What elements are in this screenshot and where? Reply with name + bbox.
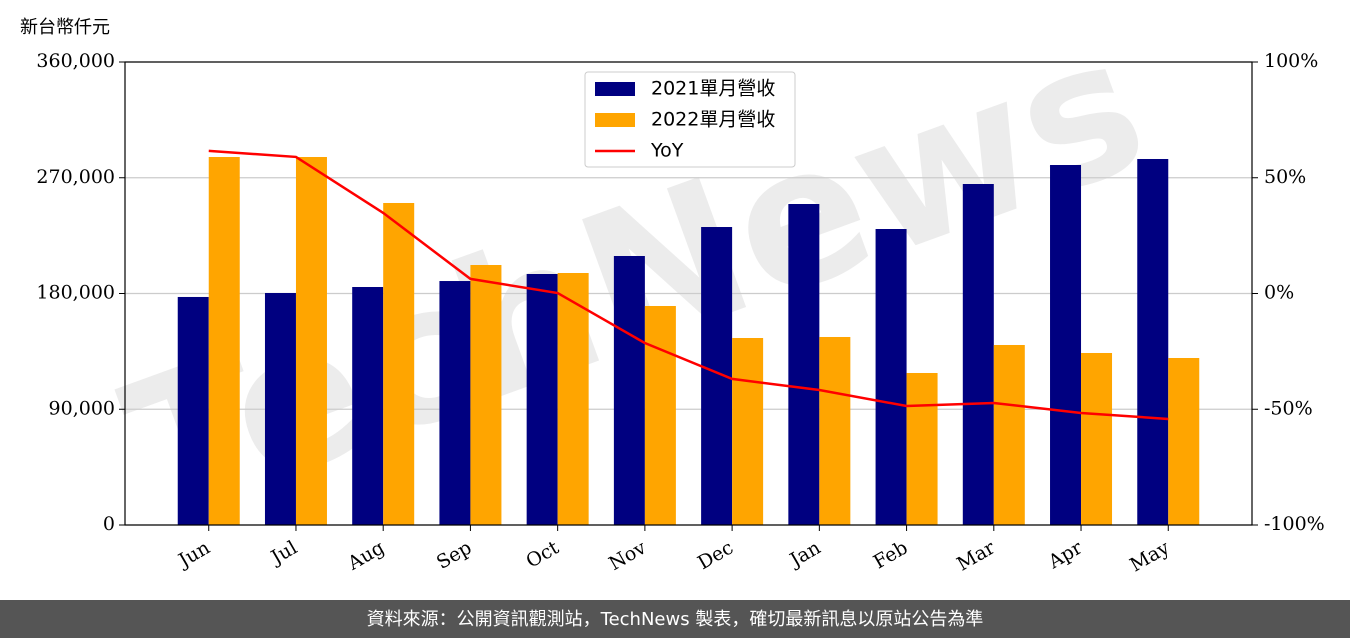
bar	[383, 202, 415, 525]
y-axis-unit: 新台幣仟元	[20, 17, 110, 38]
y2-tick-label: 100%	[1264, 50, 1318, 72]
bar	[1050, 165, 1082, 525]
y-tick-label: 180,000	[36, 282, 115, 304]
bar	[993, 344, 1025, 525]
legend-box	[584, 71, 796, 168]
x-tick-label: Jul	[266, 537, 301, 570]
footer-text: 資料來源：公開資訊觀測站，TechNews 製表，確切最新訊息以原站公告為準	[367, 609, 984, 630]
legend-swatch	[595, 82, 635, 96]
y-tick-label: 0	[103, 513, 115, 535]
bar	[875, 229, 907, 525]
bar	[177, 296, 209, 525]
bar	[470, 264, 502, 525]
x-tick-label: Dec	[694, 537, 737, 575]
bar	[962, 184, 994, 526]
x-tick-label: Feb	[870, 537, 912, 574]
legend-swatch	[595, 113, 635, 127]
y2-tick-label: -100%	[1264, 513, 1325, 535]
x-tick-label: May	[1126, 536, 1173, 576]
footer-bar	[0, 600, 1350, 638]
x-tick-label: Oct	[522, 536, 563, 572]
x-tick-label: Mar	[953, 536, 999, 575]
x-tick-label: Apr	[1044, 536, 1087, 573]
y2-tick-label: -50%	[1264, 397, 1313, 419]
x-tick-label: Sep	[433, 537, 476, 574]
bar	[1081, 352, 1113, 525]
x-tick-label: Nov	[605, 536, 650, 575]
legend: 2021單月營收 2022單月營收 YoY	[584, 71, 796, 168]
bar	[644, 306, 676, 525]
bar	[788, 203, 820, 526]
plot-frame	[124, 61, 1253, 526]
x-tick-label: Aug	[343, 537, 388, 576]
x-tick-label: Jan	[785, 537, 825, 573]
bar	[732, 337, 764, 525]
bar	[526, 274, 558, 525]
y2-tick-label: 0%	[1264, 282, 1294, 304]
legend-label: YoY	[650, 140, 684, 162]
yoy-line	[208, 149, 1169, 421]
bar	[819, 336, 851, 525]
y-tick-label: 90,000	[49, 397, 115, 419]
y-tick-label: 360,000	[36, 50, 115, 72]
bar	[613, 255, 645, 525]
y-tick-label: 270,000	[36, 166, 115, 188]
legend-label: 2022單月營收	[651, 109, 775, 131]
y2-tick-label: 50%	[1264, 166, 1306, 188]
bar	[439, 281, 471, 525]
bar	[264, 292, 296, 525]
bar	[352, 287, 384, 525]
bar	[1168, 357, 1200, 525]
bar	[208, 157, 240, 526]
bar	[1137, 158, 1169, 525]
bar	[295, 157, 327, 526]
legend-label: 2021單月營收	[651, 78, 775, 100]
bar	[557, 272, 589, 525]
bar	[906, 372, 938, 525]
